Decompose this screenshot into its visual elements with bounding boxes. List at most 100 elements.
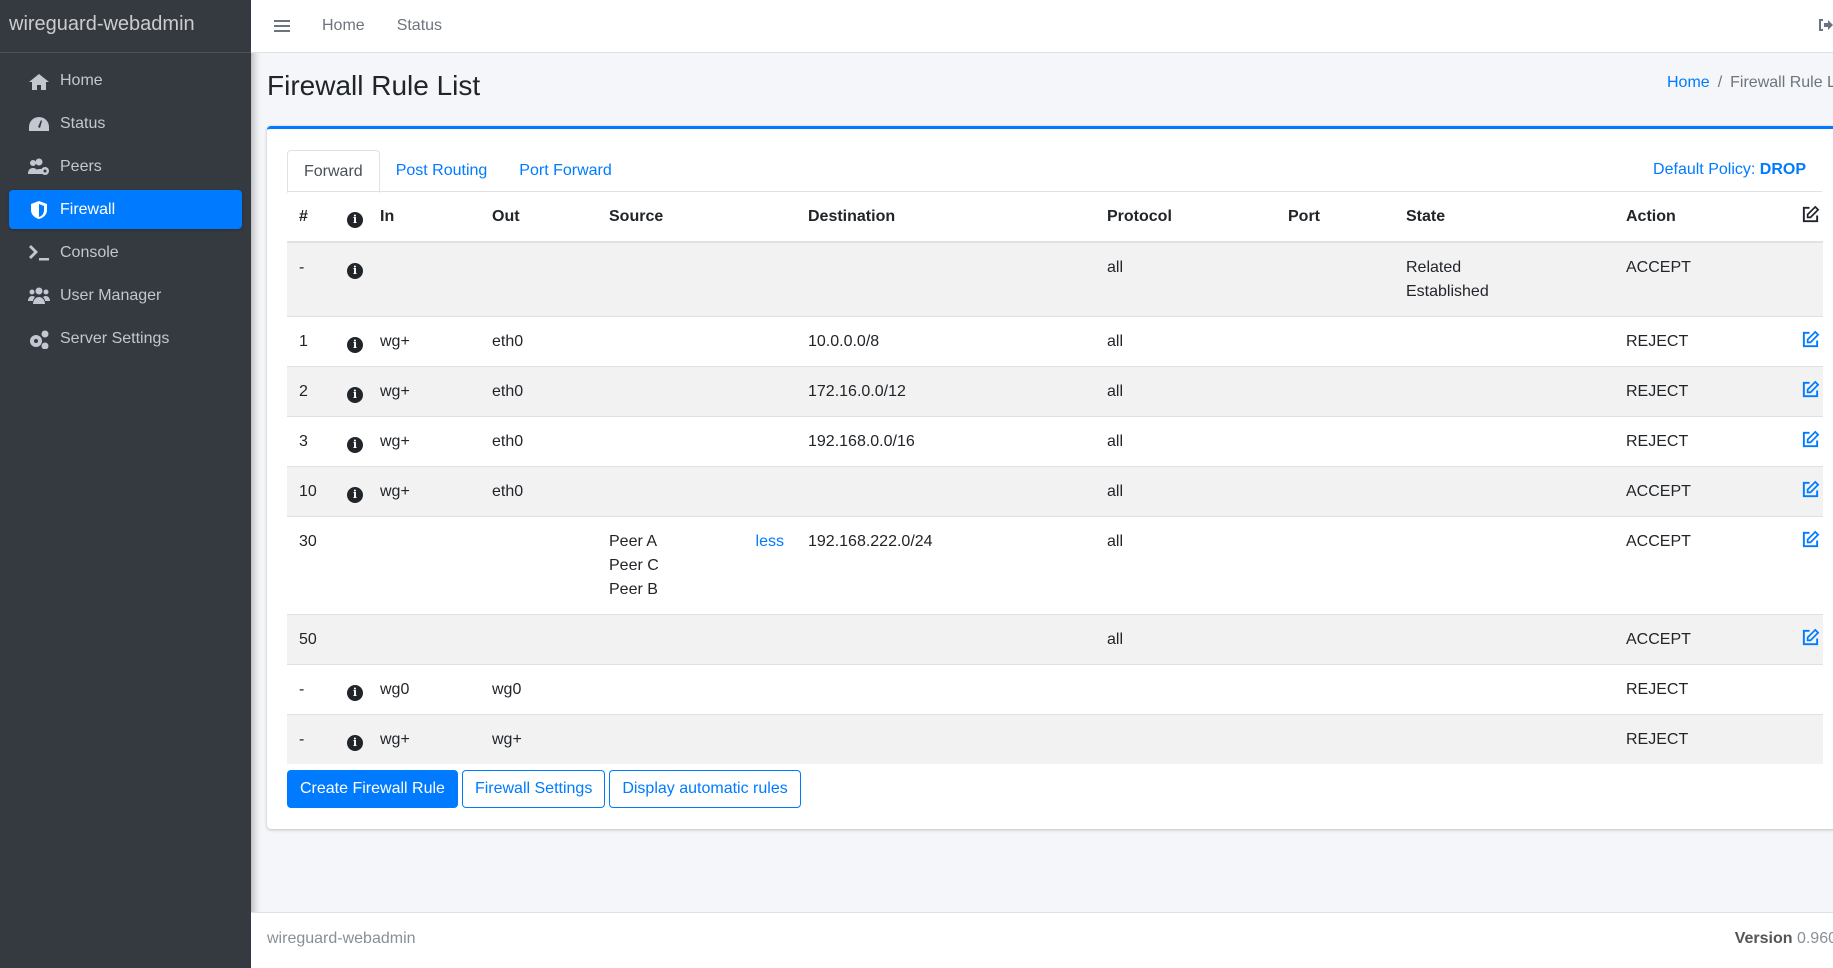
state	[1394, 316, 1614, 367]
action: REJECT	[1614, 714, 1789, 764]
edit-icon[interactable]	[1801, 480, 1820, 499]
firewall-settings-button[interactable]: Firewall Settings	[461, 770, 606, 808]
port	[1276, 316, 1394, 367]
display-automatic-rules-button[interactable]: Display automatic rules	[609, 770, 801, 808]
logout-icon[interactable]	[1817, 16, 1833, 34]
sidebar-item-server-settings[interactable]: Server Settings	[9, 319, 242, 358]
col-in: In	[368, 192, 480, 243]
rule-number: 10	[287, 466, 335, 517]
topbar-link-home[interactable]: Home	[322, 17, 365, 34]
sidebar-item-status[interactable]: Status	[9, 104, 242, 143]
info-icon[interactable]: i	[347, 337, 363, 353]
action: REJECT	[1614, 664, 1789, 715]
action: ACCEPT	[1614, 614, 1789, 665]
tab-port-forward[interactable]: Port Forward	[519, 162, 612, 179]
default-policy-link[interactable]: Default Policy: DROP	[1653, 161, 1806, 178]
table-row: 30 less Peer A Peer C Peer B 192.168.222.0/…	[287, 516, 1823, 615]
tab-forward[interactable]: Forward	[287, 150, 380, 193]
sidebar-item-user-manager[interactable]: User Manager	[9, 276, 242, 315]
info-cell	[335, 516, 368, 615]
cogs-icon	[30, 330, 49, 349]
source-peer: Peer C	[609, 557, 659, 574]
terminal-icon	[29, 244, 49, 260]
protocol	[1095, 714, 1276, 764]
edit-icon[interactable]	[1801, 330, 1820, 349]
edit-icon[interactable]	[1801, 205, 1820, 224]
col-protocol: Protocol	[1095, 192, 1276, 243]
sidebar-item-firewall[interactable]: Firewall	[9, 190, 242, 229]
less-link[interactable]: less	[755, 533, 784, 550]
hamburger-menu-icon[interactable]	[274, 17, 290, 35]
breadcrumb: Home/Firewall Rule List	[1667, 74, 1833, 92]
table-header: # i In Out Source Destination Protocol P…	[287, 192, 1823, 243]
info-icon[interactable]: i	[347, 263, 363, 279]
destination	[796, 664, 1095, 715]
info-icon[interactable]: i	[347, 685, 363, 701]
sidebar-item-console[interactable]: Console	[9, 233, 242, 272]
info-cell: i	[335, 366, 368, 417]
info-icon[interactable]: i	[347, 387, 363, 403]
destination: 10.0.0.0/8	[796, 316, 1095, 367]
home-icon	[29, 73, 49, 90]
info-cell: i	[335, 416, 368, 467]
info-cell	[335, 614, 368, 665]
brand[interactable]: wireguard-webadmin	[0, 0, 251, 53]
port	[1276, 466, 1394, 517]
info-icon[interactable]: i	[347, 735, 363, 751]
action-buttons: Create Firewall Rule Firewall Settings D…	[287, 770, 801, 808]
edit-icon[interactable]	[1801, 430, 1820, 449]
table-row: - i wg0 wg0 REJECT	[287, 664, 1823, 715]
footer-brand: wireguard-webadmin	[267, 930, 416, 947]
state	[1394, 416, 1614, 467]
out-interface	[480, 516, 597, 615]
create-firewall-rule-button[interactable]: Create Firewall Rule	[287, 770, 458, 808]
edit-cell	[1789, 366, 1823, 417]
source	[597, 614, 796, 665]
table-row: 3 i wg+ eth0 192.168.0.0/16 all REJECT	[287, 416, 1823, 467]
sidebar-item-label: User Manager	[60, 286, 162, 304]
table-row: 1 i wg+ eth0 10.0.0.0/8 all REJECT	[287, 316, 1823, 367]
source	[597, 316, 796, 367]
info-icon[interactable]: i	[347, 437, 363, 453]
out-interface: eth0	[480, 366, 597, 417]
col-info: i	[335, 192, 368, 243]
tab-post-routing[interactable]: Post Routing	[395, 162, 488, 179]
state-value: Established	[1406, 283, 1489, 300]
source	[597, 714, 796, 764]
source	[597, 241, 796, 317]
topbar-link-status[interactable]: Status	[396, 17, 443, 34]
sidebar-item-home[interactable]: Home	[9, 61, 242, 100]
protocol: all	[1095, 366, 1276, 417]
table-row: - i wg+ wg+ REJECT	[287, 714, 1823, 764]
sidebar-item-peers[interactable]: Peers	[9, 147, 242, 186]
port	[1276, 614, 1394, 665]
port	[1276, 366, 1394, 417]
firewall-rule-table: # i In Out Source Destination Protocol P…	[287, 192, 1823, 764]
rule-number: 1	[287, 316, 335, 367]
action: REJECT	[1614, 316, 1789, 367]
sidebar-item-label: Peers	[60, 157, 102, 175]
breadcrumb-home[interactable]: Home	[1667, 74, 1710, 91]
topbar: Home Status	[251, 0, 1833, 53]
source	[597, 466, 796, 517]
source-peer: Peer A	[609, 533, 658, 550]
info-cell: i	[335, 241, 368, 317]
edit-icon[interactable]	[1801, 628, 1820, 647]
breadcrumb-current: Firewall Rule List	[1730, 74, 1833, 91]
destination: 192.168.222.0/24	[796, 516, 1095, 615]
out-interface: wg+	[480, 714, 597, 764]
state-value: Related	[1406, 259, 1462, 276]
footer: wireguard-webadmin Version 0.960	[251, 912, 1833, 968]
info-icon[interactable]: i	[347, 487, 363, 503]
edit-icon[interactable]	[1801, 380, 1820, 399]
protocol: all	[1095, 614, 1276, 665]
protocol: all	[1095, 316, 1276, 367]
action: ACCEPT	[1614, 516, 1789, 615]
source-peer: Peer B	[609, 581, 658, 598]
action: ACCEPT	[1614, 241, 1789, 317]
sidebar-item-label: Status	[60, 114, 106, 132]
rule-number: 50	[287, 614, 335, 665]
col-source: Source	[597, 192, 796, 243]
shield-icon	[31, 200, 47, 219]
edit-icon[interactable]	[1801, 530, 1820, 549]
